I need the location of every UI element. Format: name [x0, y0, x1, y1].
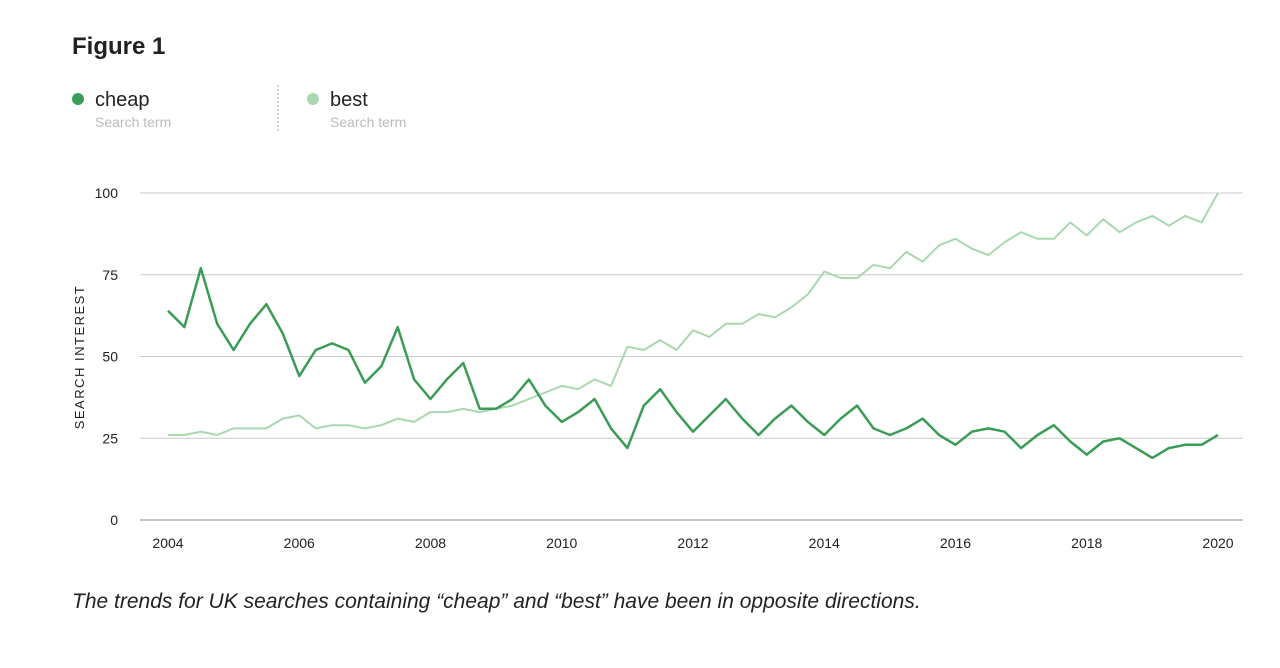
legend-caption: Search term	[95, 114, 171, 130]
x-tick-label: 2012	[677, 535, 708, 551]
legend-label: cheap	[95, 89, 150, 111]
y-tick-label: 75	[102, 267, 118, 283]
y-tick-label: 25	[102, 430, 118, 446]
caption: The trends for UK searches containing “c…	[72, 590, 921, 613]
x-tick-label: 2006	[284, 535, 315, 551]
y-tick-label: 100	[95, 185, 119, 201]
x-tick-label: 2014	[809, 535, 840, 551]
y-tick-label: 0	[110, 512, 118, 528]
y-tick-label: 50	[102, 349, 118, 365]
legend-marker	[307, 93, 319, 105]
x-tick-label: 2004	[152, 535, 183, 551]
x-tick-label: 2010	[546, 535, 577, 551]
legend-caption: Search term	[330, 114, 406, 130]
y-axis-label: SEARCH INTEREST	[72, 285, 87, 430]
x-tick-label: 2016	[940, 535, 971, 551]
line-series	[167, 266, 1219, 460]
x-tick-label: 2018	[1071, 535, 1102, 551]
chart-title: Figure 1	[72, 33, 165, 60]
x-tick-label: 2008	[415, 535, 446, 551]
x-tick-label: 2020	[1202, 535, 1233, 551]
line-series	[168, 192, 1219, 436]
legend-label: best	[330, 89, 368, 111]
legend-marker	[72, 93, 84, 105]
